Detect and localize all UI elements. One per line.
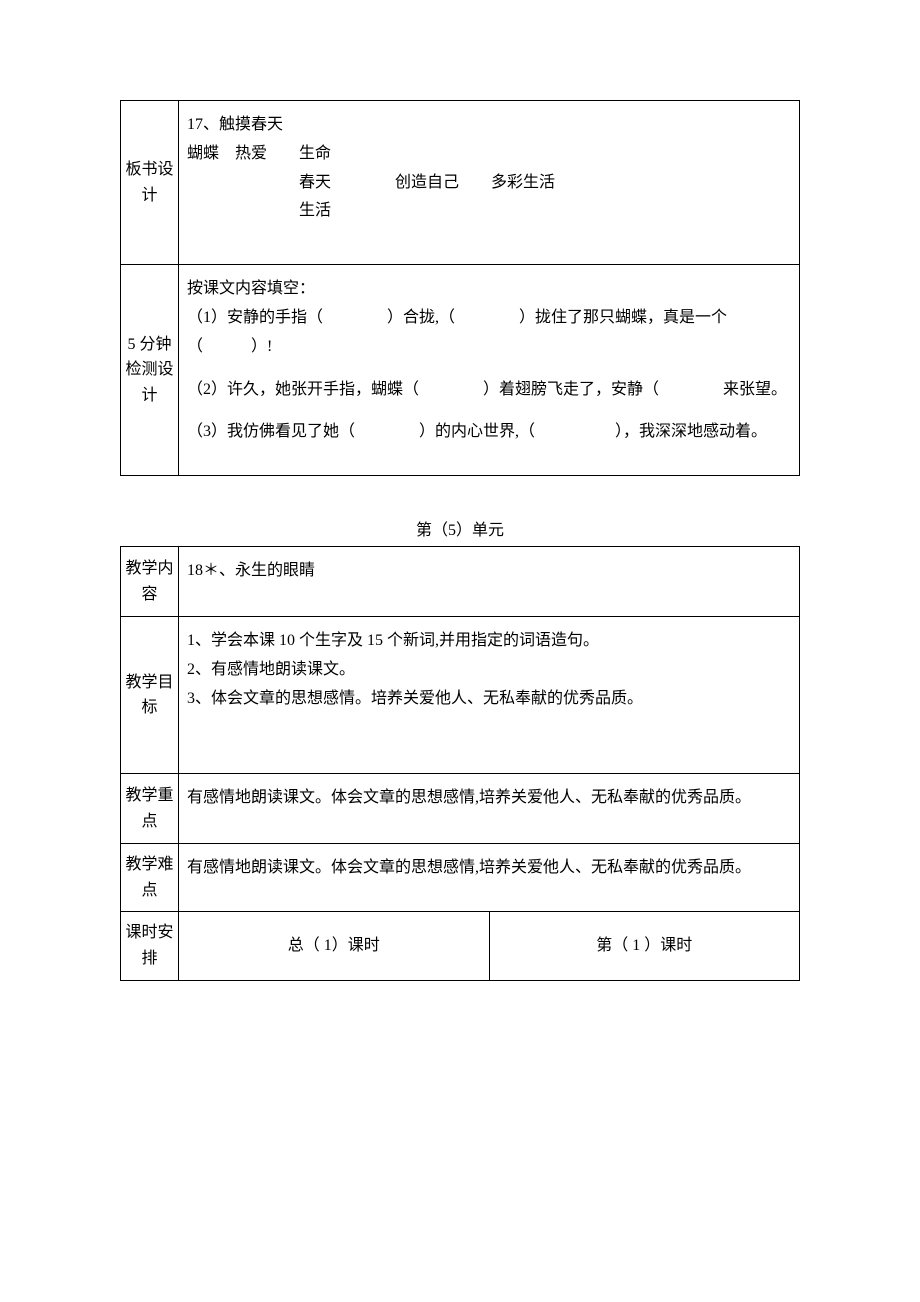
cell-period-total: 总（ 1）课时 — [179, 912, 490, 980]
cell-teaching-goal: 1、学会本课 10 个生字及 15 个新词,并用指定的词语造句。 2、有感情地朗… — [179, 616, 800, 773]
label-teaching-content: 教学内容 — [121, 547, 179, 617]
table-row: 教学难点 有感情地朗读课文。体会文章的思想感情,培养关爱他人、无私奉献的优秀品质… — [121, 844, 800, 912]
table-board-design: 板书设计 17、触摸春天 蝴蝶 热爱 生命 春天 创造自己 多彩生活 生活 5 … — [120, 100, 800, 476]
table-row: 教学内容 18＊、永生的眼睛 — [121, 547, 800, 617]
label-board-design: 板书设计 — [121, 101, 179, 265]
label-period: 课时安排 — [121, 912, 179, 980]
spacer — [187, 713, 791, 743]
document-page: 板书设计 17、触摸春天 蝴蝶 热爱 生命 春天 创造自己 多彩生活 生活 5 … — [0, 0, 920, 1041]
quiz-q2: （2）许久，她张开手指，蝴蝶（ ）着翅膀飞走了，安静（ 来张望。 — [187, 376, 791, 405]
quiz-intro: 按课文内容填空： — [187, 275, 791, 304]
spacer — [187, 362, 791, 376]
table-row: 板书设计 17、触摸春天 蝴蝶 热爱 生命 春天 创造自己 多彩生活 生活 — [121, 101, 800, 265]
cell-teaching-content: 18＊、永生的眼睛 — [179, 547, 800, 617]
cell-period-current: 第（ 1 ）课时 — [489, 912, 800, 980]
board-line-2: 蝴蝶 热爱 生命 — [187, 140, 791, 169]
table-row: 教学重点 有感情地朗读课文。体会文章的思想感情,培养关爱他人、无私奉献的优秀品质… — [121, 774, 800, 844]
table-row: 教学目标 1、学会本课 10 个生字及 15 个新词,并用指定的词语造句。 2、… — [121, 616, 800, 773]
cell-quiz-content: 按课文内容填空： （1）安静的手指（ ）合拢,（ ）拢住了那只蝴蝶，真是一个（ … — [179, 265, 800, 476]
unit-title: 第（5）单元 — [120, 516, 800, 540]
cell-difficulty: 有感情地朗读课文。体会文章的思想感情,培养关爱他人、无私奉献的优秀品质。 — [179, 844, 800, 912]
spacer — [187, 447, 791, 455]
board-line-3: 春天 创造自己 多彩生活 — [187, 169, 791, 198]
goal-line-3: 3、体会文章的思想感情。培养关爱他人、无私奉献的优秀品质。 — [187, 685, 791, 714]
spacer — [187, 226, 791, 244]
goal-line-2: 2、有感情地朗读课文。 — [187, 656, 791, 685]
goal-line-1: 1、学会本课 10 个生字及 15 个新词,并用指定的词语造句。 — [187, 627, 791, 656]
label-difficulty: 教学难点 — [121, 844, 179, 912]
cell-board-design-content: 17、触摸春天 蝴蝶 热爱 生命 春天 创造自己 多彩生活 生活 — [179, 101, 800, 265]
spacer — [187, 404, 791, 418]
cell-key-point: 有感情地朗读课文。体会文章的思想感情,培养关爱他人、无私奉献的优秀品质。 — [179, 774, 800, 844]
table-row: 5 分钟检测设计 按课文内容填空： （1）安静的手指（ ）合拢,（ ）拢住了那只… — [121, 265, 800, 476]
label-quiz-design: 5 分钟检测设计 — [121, 265, 179, 476]
quiz-q1: （1）安静的手指（ ）合拢,（ ）拢住了那只蝴蝶，真是一个（ ）! — [187, 304, 791, 362]
table-lesson-plan: 教学内容 18＊、永生的眼睛 教学目标 1、学会本课 10 个生字及 15 个新… — [120, 546, 800, 980]
table-row: 课时安排 总（ 1）课时 第（ 1 ）课时 — [121, 912, 800, 980]
board-line-1: 17、触摸春天 — [187, 111, 791, 140]
board-line-4: 生活 — [187, 197, 791, 226]
label-teaching-goal: 教学目标 — [121, 616, 179, 773]
label-key-point: 教学重点 — [121, 774, 179, 844]
quiz-q3: （3）我仿佛看见了她（ ）的内心世界,（ ），我深深地感动着。 — [187, 418, 791, 447]
